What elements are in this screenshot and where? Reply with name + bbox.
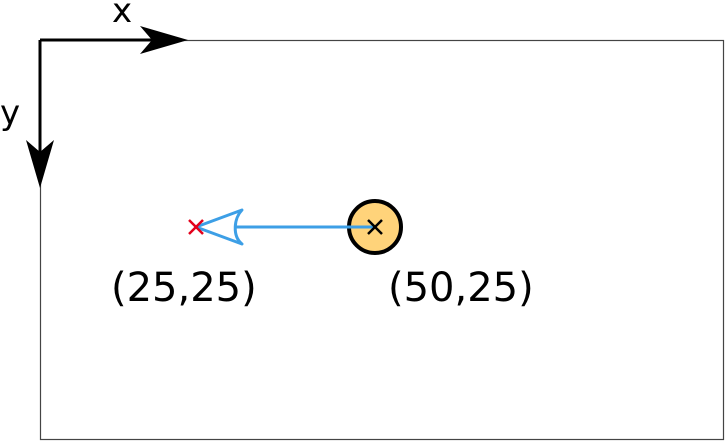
x-axis-arrow: [40, 26, 188, 54]
motion-arrow: [194, 208, 375, 246]
target-position-x-mark-icon: [188, 219, 204, 235]
y-axis-label: y: [0, 93, 20, 133]
canvas-frame: [39, 39, 725, 441]
current-coordinate-label: (50,25): [388, 265, 534, 311]
x-axis-label: x: [112, 0, 132, 31]
target-coordinate-label: (25,25): [111, 265, 257, 311]
current-position-x-mark-icon: [367, 219, 383, 235]
y-axis-arrow: [26, 40, 54, 188]
